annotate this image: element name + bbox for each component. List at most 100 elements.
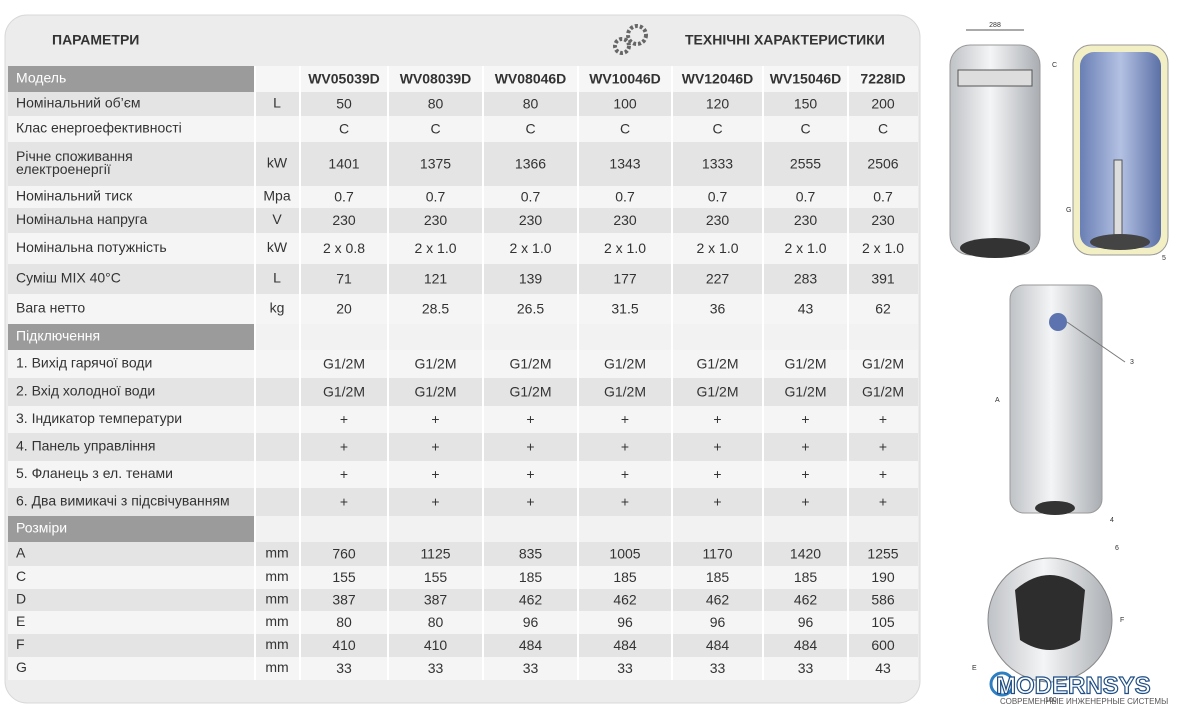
row	[8, 92, 918, 116]
row-unit: mm	[265, 636, 288, 652]
section-title: Підключення	[16, 328, 100, 344]
cell-value: G1/2M	[862, 384, 904, 400]
cell-value: 1170	[702, 546, 732, 562]
cell-value: C	[430, 121, 440, 137]
cell-value: 1401	[328, 156, 359, 172]
cell-value: 1333	[702, 156, 733, 172]
cell-value: 190	[871, 569, 895, 585]
cell-value: 484	[519, 637, 543, 653]
cell-value: 1343	[609, 156, 640, 172]
row-unit: mm	[265, 613, 288, 629]
model-name: WV05039D	[308, 71, 380, 87]
row-label: 4. Панель управління	[16, 438, 155, 454]
cell-value: 185	[519, 569, 543, 585]
cell-value: G1/2M	[414, 384, 456, 400]
cell-value: 387	[424, 592, 448, 608]
cell-value: +	[713, 466, 721, 482]
row-label: Номінальна потужність	[16, 239, 167, 255]
header-label-cell	[8, 66, 255, 92]
cell-value: +	[526, 494, 534, 510]
cell-value: 410	[424, 637, 448, 653]
row-unit: V	[272, 211, 282, 227]
cell-value: 2 x 1.0	[696, 240, 738, 256]
cell-value: 462	[794, 592, 818, 608]
model-name: WV08046D	[495, 71, 567, 87]
cell-value: 33	[798, 660, 814, 676]
cell-value: G1/2M	[784, 356, 826, 372]
cell-value: 96	[798, 614, 814, 630]
drawing-bottom: 6 F E 100	[972, 545, 1124, 704]
row	[8, 208, 918, 233]
header-row	[255, 66, 918, 92]
row-unit: kg	[270, 300, 285, 316]
cell-value: 33	[710, 660, 726, 676]
cell-value: 0.7	[334, 189, 354, 205]
row-label: G	[16, 659, 27, 675]
cell-value: 177	[613, 271, 637, 287]
cell-value: 185	[613, 569, 637, 585]
cell-value: 0.7	[615, 189, 635, 205]
cell-value: 462	[706, 592, 730, 608]
cell-value: 150	[794, 96, 818, 112]
cell-value: 105	[871, 614, 895, 630]
cell-value: 2555	[790, 156, 821, 172]
cell-value: +	[621, 494, 629, 510]
cell-value: 835	[519, 546, 543, 562]
row	[8, 406, 918, 433]
cell-value: +	[879, 466, 887, 482]
section-row	[255, 516, 918, 542]
cell-value: 200	[871, 96, 895, 112]
cell-value: 33	[428, 660, 444, 676]
cell-value: 28.5	[422, 301, 449, 317]
cell-value: 586	[871, 592, 895, 608]
cell-value: 71	[336, 271, 352, 287]
section-row	[255, 324, 918, 350]
logo: MODERNSYS СОВРЕМЕННЫЕ ИНЖЕНЕРНЫЕ СИСТЕМЫ	[989, 671, 1168, 706]
cell-value: 227	[706, 271, 730, 287]
cell-value: +	[526, 411, 534, 427]
row	[8, 566, 918, 589]
cell-value: 1125	[420, 546, 450, 562]
cell-value: G1/2M	[414, 356, 456, 372]
row	[8, 634, 918, 657]
dim-label: A	[995, 397, 1000, 404]
cell-value: +	[431, 439, 439, 455]
cell-value: 0.7	[708, 189, 728, 205]
model-name: WV12046D	[682, 71, 754, 87]
cell-value: 96	[523, 614, 539, 630]
row-label: Вага нетто	[16, 300, 85, 316]
row	[8, 488, 918, 516]
cell-value: 100	[613, 96, 637, 112]
row-label: Клас енергоефективності	[16, 120, 182, 136]
cell-value: +	[621, 466, 629, 482]
cell-value: 230	[794, 212, 818, 228]
cell-value: C	[339, 121, 349, 137]
title: ПАРАМЕТРИ	[52, 32, 139, 48]
cell-value: 33	[617, 660, 633, 676]
cell-value: G1/2M	[323, 384, 365, 400]
cell-value: 230	[519, 212, 543, 228]
cell-value: 2 x 1.0	[862, 240, 904, 256]
cell-value: +	[340, 494, 348, 510]
cell-value: +	[879, 494, 887, 510]
cell-value: +	[713, 494, 721, 510]
cell-value: 760	[332, 546, 356, 562]
row-label: Суміш MIX 40°C	[16, 270, 121, 286]
cell-value: 230	[424, 212, 448, 228]
row	[8, 378, 918, 406]
cell-value: 50	[336, 96, 352, 112]
row-unit: mm	[265, 545, 288, 561]
cell-value: +	[526, 466, 534, 482]
cell-value: +	[879, 439, 887, 455]
cell-value: C	[878, 121, 888, 137]
cell-value: +	[340, 466, 348, 482]
dim-label: G	[1066, 207, 1071, 214]
row	[8, 116, 918, 142]
cell-value: G1/2M	[323, 356, 365, 372]
dim-label: 100	[1045, 697, 1057, 704]
cell-value: 600	[871, 637, 895, 653]
cell-value: G1/2M	[784, 384, 826, 400]
cell-value: +	[713, 439, 721, 455]
cell-value: 1420	[790, 546, 821, 562]
dim-label: C	[1052, 62, 1057, 69]
